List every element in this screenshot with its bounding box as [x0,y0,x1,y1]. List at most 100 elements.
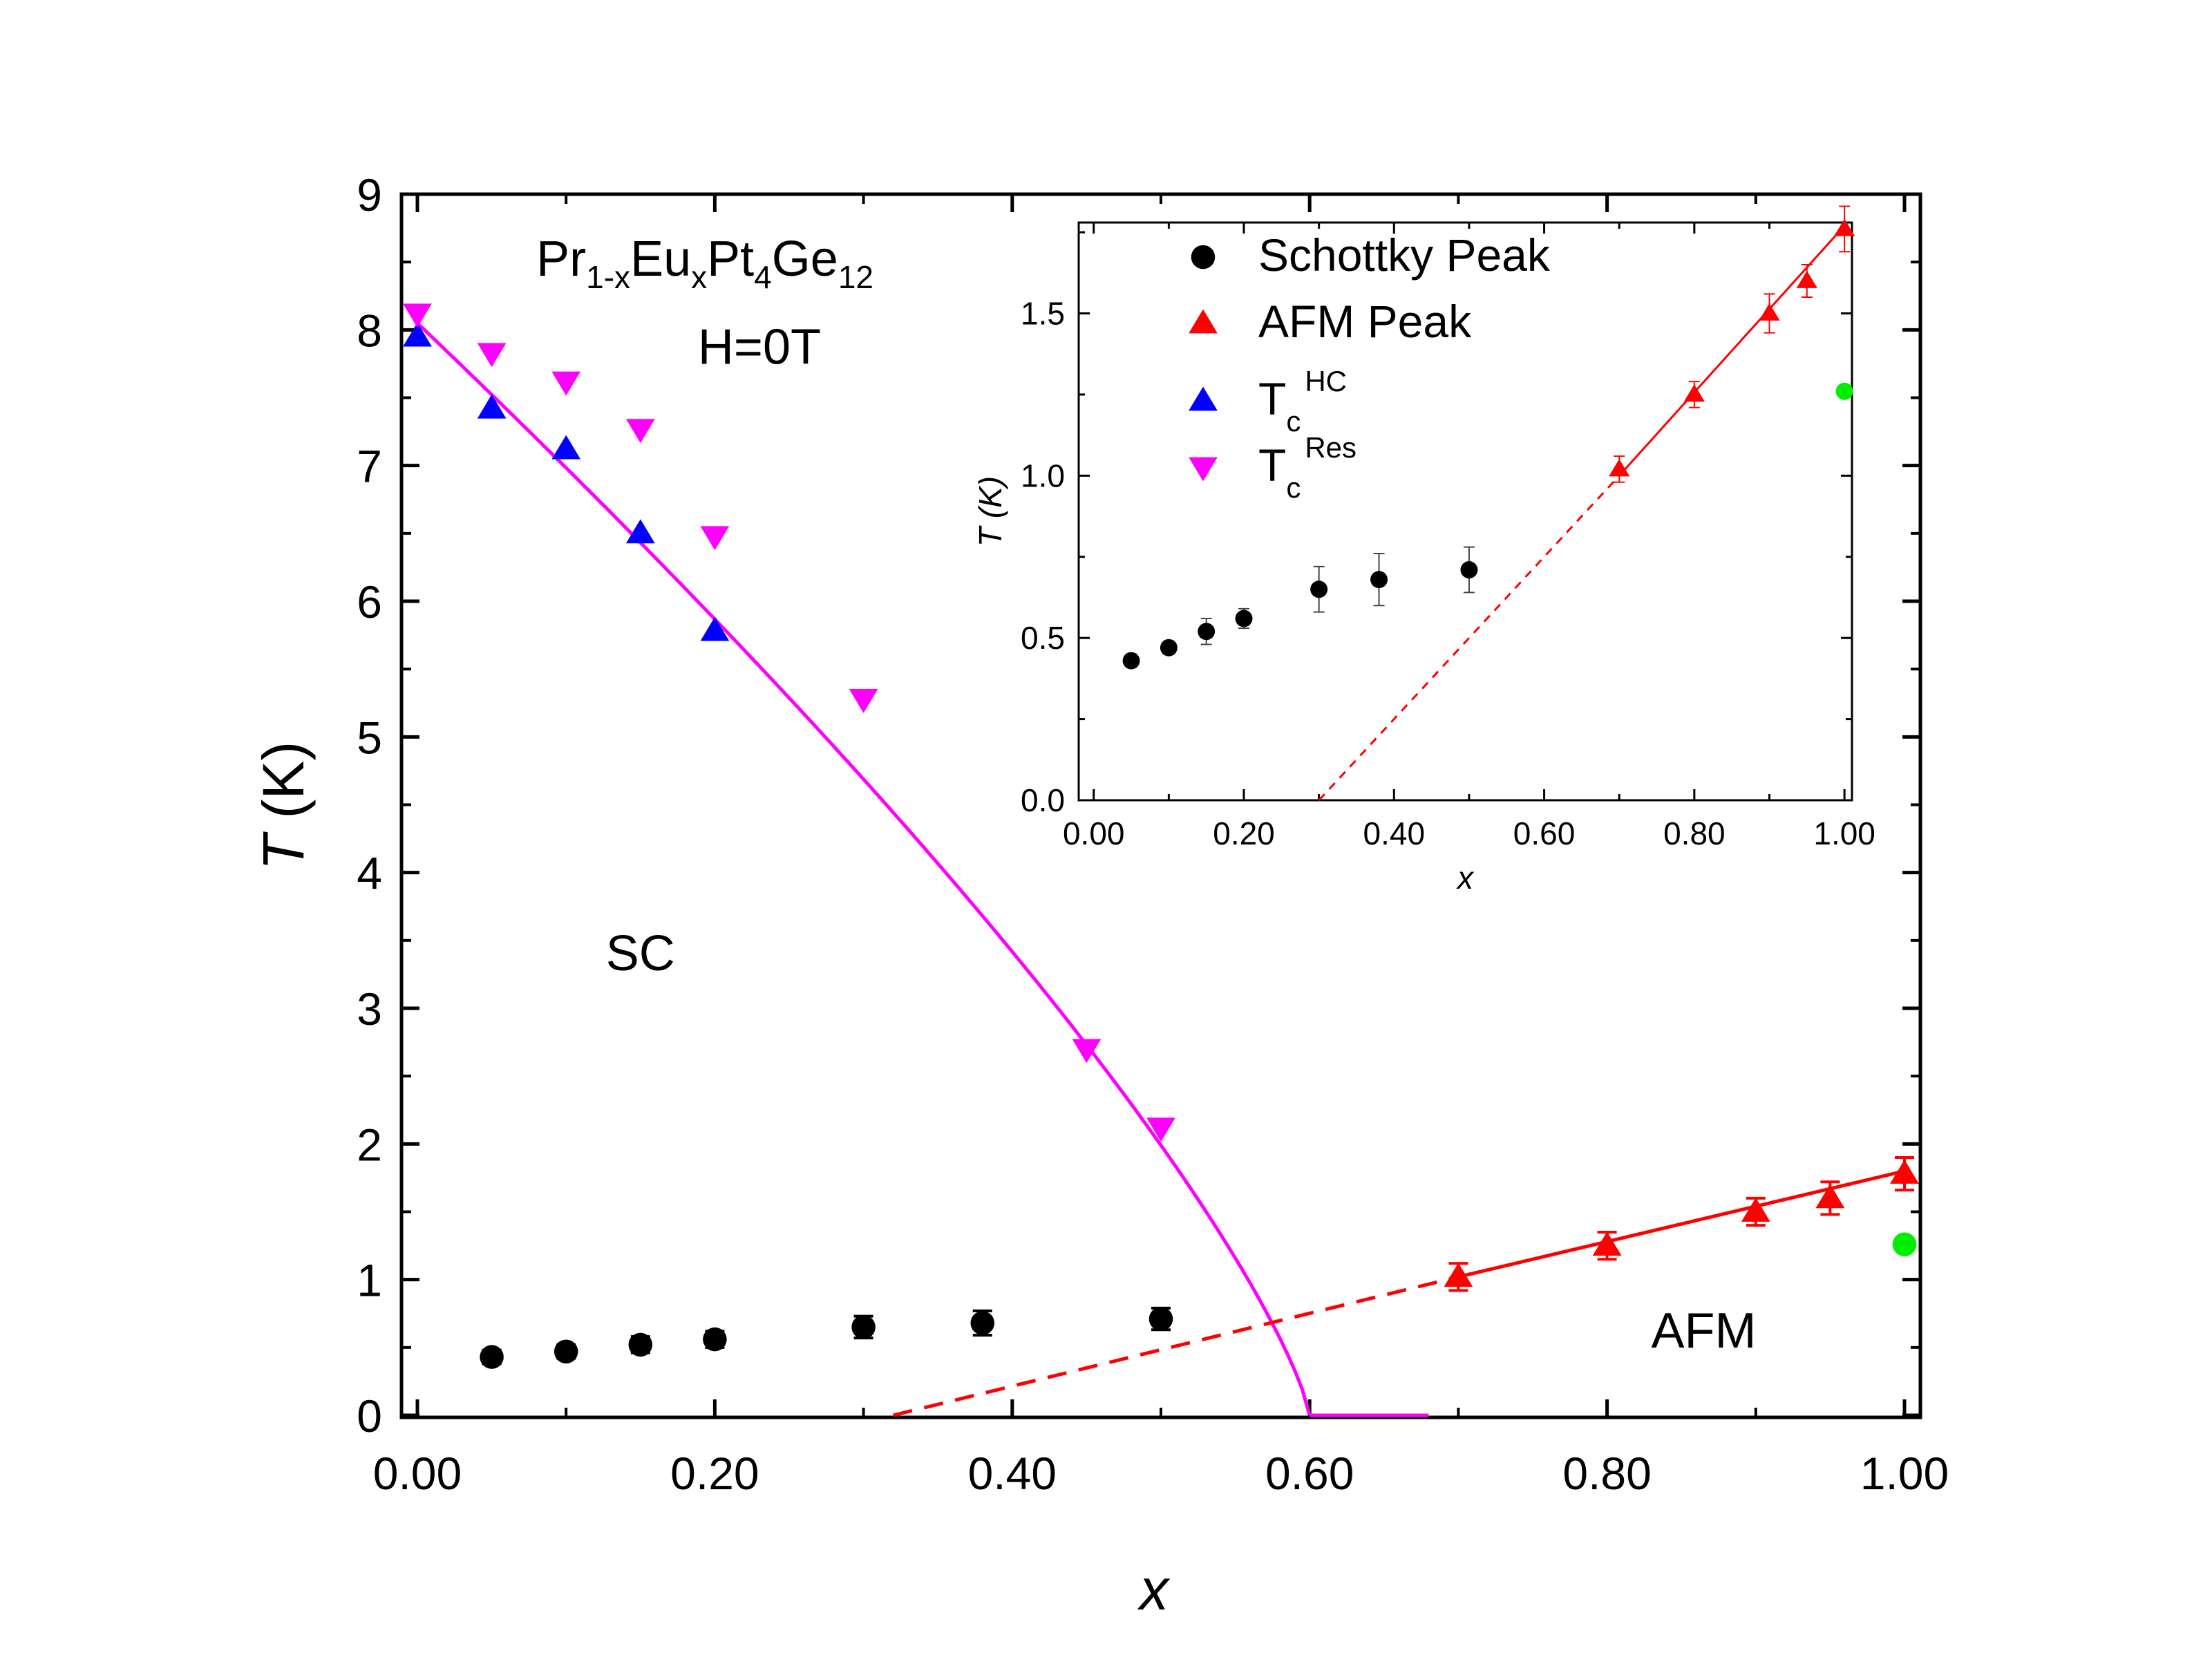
main-y-tick-label: 0 [357,1390,382,1442]
main-x-tick-label: 1.00 [1860,1448,1949,1499]
afm-peak-point [1444,1263,1473,1287]
afm-peak-point [1741,1197,1770,1222]
inset-x-axis-title: x [1456,860,1475,896]
main-x-tick-label: 0.40 [968,1448,1057,1499]
inset-schottky-peak-point [1198,623,1216,641]
legend-label: TcRes [1258,431,1356,504]
compound-label: Pr1-xEuxPt4Ge12 [536,232,873,295]
formula-eu: Eu [630,232,691,287]
legend-label: Schottky Peak [1258,229,1551,281]
legend-label-main: T [1258,373,1286,424]
t-c-res-point [1146,1117,1175,1142]
main-x-tick-label: 0.20 [670,1448,759,1499]
inset-afm-extrapolation-line [1318,475,1620,802]
inset-x-tick-label: 0.80 [1663,815,1726,851]
main-y-tick-label: 6 [357,576,382,627]
main-y-tick-label: 2 [357,1119,382,1170]
inset-y-tick-label: 1.0 [1021,457,1065,493]
legend-label-sup: Res [1305,431,1356,464]
inset-x-tick-label: 0.00 [1063,815,1125,851]
t-c-hc-point [403,322,432,347]
t-c-res-point [403,303,432,328]
schottky-peak-point [554,1339,578,1364]
inset-schottky-peak-point [1370,571,1388,589]
legend-marker [1189,386,1218,411]
inset-schottky-peak-point [1122,652,1140,670]
main-x-axis-title: x [1137,1557,1171,1622]
inset-y-tick-label: 0.0 [1021,782,1065,818]
schottky-peak-point [1148,1307,1173,1331]
main-y-tick-label: 9 [357,169,382,220]
legend-marker [1189,457,1218,482]
t-c-res-point [477,343,507,368]
legend-label-main: T [1258,440,1286,491]
formula-pr: Pr [536,232,586,287]
sc-boundary-curve [416,321,1312,1416]
t-c-hc-point [551,435,581,460]
main-data-points [403,303,1919,1369]
schottky-peak-point [480,1345,504,1369]
inset-axis-ticks: 0.0 0.5 1.0 1.5 0.00 0.20 0.40 0.60 0.80 1.00 [1021,223,1875,851]
inset-y-tick-label: 1.5 [1021,296,1065,332]
inset-afm-peak-point [1834,218,1855,236]
main-x-tick-label: 0.00 [373,1448,462,1499]
extra-point [1892,1232,1917,1256]
afm-peak-point [1592,1231,1622,1256]
inset-schottky-peak-point [1235,610,1253,627]
main-y-axis-var: T [251,831,316,870]
legend-label: TcHC [1258,365,1347,437]
t-c-res-point [849,688,878,713]
inset-schottky-peak-point [1460,561,1478,579]
t-c-hc-point [700,616,730,641]
schottky-peak-point [703,1327,727,1352]
inset-data-points [1122,205,1855,670]
inset-afm-peak-point [1796,270,1817,288]
inset-x-tick-label: 0.20 [1213,815,1275,851]
inset-plot-frame [1077,221,1853,802]
main-y-axis-title: T (K) [251,742,316,871]
inset-schottky-peak-point [1310,580,1328,598]
inset-schottky-peak-point [1160,639,1178,657]
schottky-peak-point [970,1311,995,1335]
main-y-tick-label: 8 [357,305,382,356]
main-x-tick-label: 0.80 [1562,1448,1651,1499]
afm-fit-line [1457,1169,1905,1279]
main-y-tick-label: 3 [357,983,382,1035]
inset-y-tick-label: 0.5 [1021,620,1065,656]
afm-region-label: AFM [1651,1303,1756,1359]
afm-peak-point [1815,1184,1845,1209]
formula-ge: Ge [772,232,838,287]
main-y-tick-label: 5 [357,712,382,763]
formula-sub4: 12 [838,259,873,295]
inset-afm-peak-point [1683,384,1705,402]
field-label: H=0T [698,319,821,375]
schottky-peak-point [851,1315,876,1339]
formula-pt: Pt [707,232,754,287]
main-y-axis-unit: (K) [251,742,316,835]
inset-x-tick-label: 1.00 [1813,815,1875,851]
main-y-tick-label: 7 [357,441,382,492]
t-c-hc-point [625,519,655,544]
inset-afm-peak-point [1609,459,1630,477]
inset-x-tick-label: 0.40 [1363,815,1426,851]
afm-peak-point [1890,1160,1919,1184]
t-c-hc-point [477,394,507,419]
sc-region-label: SC [606,926,675,981]
t-c-res-point [1072,1039,1102,1064]
t-c-res-point [700,526,730,551]
inset-x-tick-label: 0.60 [1513,815,1576,851]
inset-afm-peak-point [1759,303,1780,321]
formula-sub2: x [691,259,707,295]
legend-label-sub: c [1286,471,1301,504]
main-x-tick-label: 0.60 [1265,1448,1354,1499]
t-c-res-point [625,419,655,444]
main-y-tick-label: 1 [357,1255,382,1306]
schottky-peak-point [628,1332,653,1357]
formula-sub1: 1-x [586,259,630,295]
t-c-res-point [551,371,581,396]
main-y-tick-label: 4 [357,848,382,899]
